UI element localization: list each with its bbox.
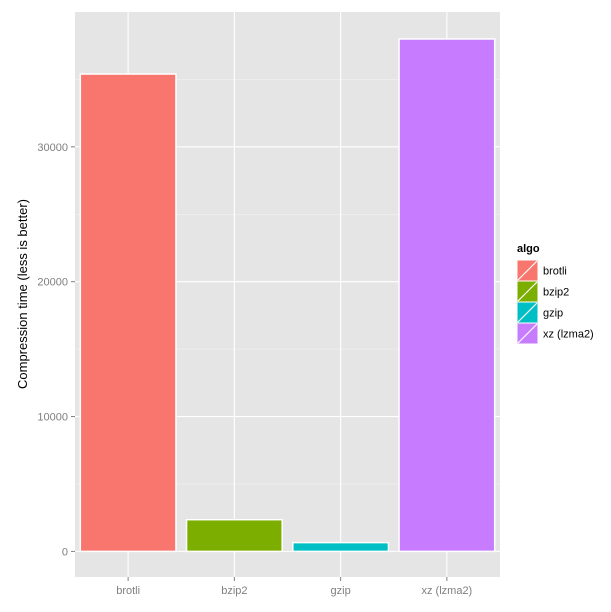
legend-item: xz (lzma2) — [516, 322, 594, 345]
y-tick-labels: 0 10000 20000 30000 — [37, 142, 68, 559]
legend-label: bzip2 — [543, 287, 569, 299]
legend-key-slash — [517, 323, 538, 344]
legend-label: xz (lzma2) — [543, 329, 594, 341]
legend-key-slash — [517, 302, 538, 323]
x-tick-label: gzip — [331, 585, 351, 597]
x-tick-labels: brotli bzip2 gzip xz (lzma2) — [116, 585, 472, 597]
legend-key-slash — [517, 281, 538, 302]
legend-item: bzip2 — [516, 280, 569, 303]
legend-label: gzip — [543, 308, 563, 320]
legend-item: brotli — [516, 259, 567, 282]
bar — [292, 541, 390, 553]
bars — [79, 38, 496, 553]
bar — [79, 73, 177, 553]
y-tick-label: 30000 — [37, 142, 68, 154]
y-tick-label: 0 — [62, 546, 68, 558]
legend-item: gzip — [516, 301, 563, 324]
x-tick-label: bzip2 — [221, 585, 247, 597]
bar — [398, 38, 496, 553]
bar — [185, 518, 283, 553]
x-tick-label: brotli — [116, 585, 140, 597]
legend-title: algo — [517, 243, 540, 255]
y-tick-label: 20000 — [37, 277, 68, 289]
y-axis-title: Compression time (less is better) — [15, 199, 30, 389]
legend-key-slash — [517, 260, 538, 281]
legend-label: brotli — [543, 266, 567, 278]
axis-ticks — [71, 146, 448, 581]
legend: algo brotli bzip2 gzip xz (lzma2) — [516, 243, 594, 345]
y-tick-label: 10000 — [37, 412, 68, 424]
x-tick-label: xz (lzma2) — [422, 585, 473, 597]
